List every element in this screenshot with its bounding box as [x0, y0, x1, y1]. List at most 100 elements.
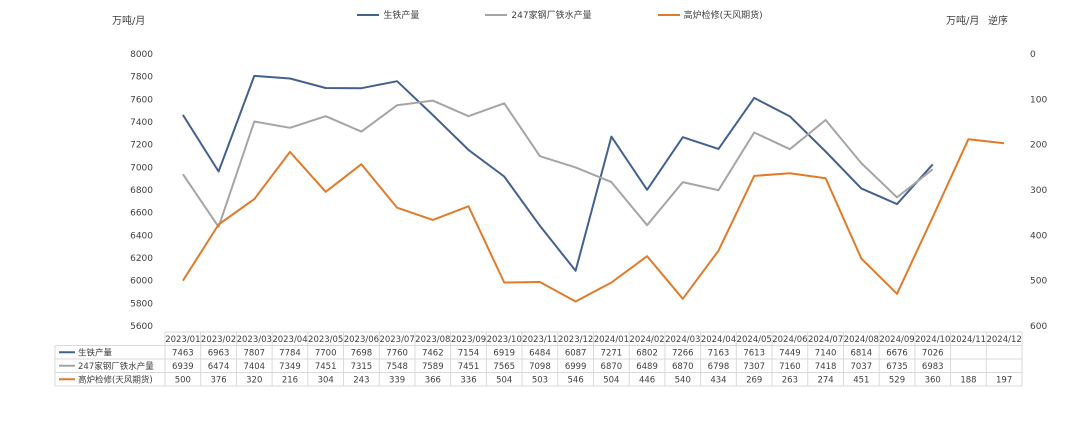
table-cell: 7449	[779, 349, 801, 359]
table-cell: 6999	[565, 362, 587, 372]
x-axis-tick-label: 2023/12	[558, 335, 593, 345]
table-cell: 546	[568, 376, 584, 386]
legend-swatch-maintenance	[657, 13, 680, 16]
table-cell: 504	[496, 376, 512, 386]
table-cell: 6919	[493, 349, 515, 359]
x-axis-tick-label: 2024/01	[594, 335, 629, 345]
left-axis-tick-label: 6000	[130, 277, 153, 287]
right-axis-note: 逆序	[988, 16, 1008, 27]
x-axis-tick-label: 2024/08	[844, 335, 879, 345]
x-axis-tick-label: 2023/07	[379, 335, 414, 345]
left-axis-tick-label: 7800	[130, 73, 153, 83]
table-cell: 7462	[422, 349, 444, 359]
left-axis-tick-label: 5600	[130, 322, 153, 332]
table-cell: 7026	[922, 349, 944, 359]
table-cell: 7307	[743, 362, 765, 372]
table-cell: 7807	[243, 349, 265, 359]
table-cell: 503	[532, 376, 548, 386]
table-cell: 6814	[850, 349, 872, 359]
table-cell: 7037	[850, 362, 872, 372]
x-axis-tick-label: 2023/05	[308, 335, 343, 345]
table-cell: 6963	[208, 349, 230, 359]
table-cell: 7163	[708, 349, 730, 359]
right-axis-tick-label: 500	[1030, 277, 1047, 287]
table-cell: 6474	[208, 362, 230, 372]
left-axis-tick-label: 6400	[130, 231, 153, 241]
left-axis-unit: 万吨/月	[112, 16, 146, 27]
series-line-1	[182, 74, 934, 272]
table-cell: 7548	[386, 362, 408, 372]
table-cell: 6798	[708, 362, 730, 372]
legend-label-hot-metal: 247家钢厂铁水产量	[511, 11, 592, 21]
table-cell: 7271	[601, 349, 623, 359]
legend-label-maintenance: 高炉检修(天风期货)	[683, 11, 763, 21]
table-cell: 188	[960, 376, 976, 386]
x-axis-tick-label: 2023/02	[201, 335, 236, 345]
right-axis-tick-label: 0	[1030, 50, 1036, 60]
table-cell: 243	[353, 376, 369, 386]
left-axis-tick-label: 8000	[130, 50, 153, 60]
left-axis-tick-label: 7000	[130, 163, 153, 173]
legend: 生铁产量 247家钢厂铁水产量 高炉检修(天风期货)	[0, 8, 1080, 21]
table-cell: 7451	[315, 362, 337, 372]
table-cell: 7098	[529, 362, 551, 372]
left-axis-tick-label: 7200	[130, 141, 153, 151]
table-cell: 6939	[172, 362, 194, 372]
table-cell: 7760	[386, 349, 408, 359]
table-cell: 274	[817, 376, 833, 386]
table-cell: 6484	[529, 349, 551, 359]
x-axis-tick-label: 2024/07	[808, 335, 843, 345]
left-axis-tick-label: 6200	[130, 254, 153, 264]
table-cell: 216	[282, 376, 298, 386]
table-cell: 7698	[351, 349, 373, 359]
table-cell: 7700	[315, 349, 337, 359]
x-axis-tick-label: 2023/10	[487, 335, 522, 345]
table-cell: 6489	[636, 362, 658, 372]
x-axis-tick-label: 2024/06	[772, 335, 807, 345]
legend-item-hot-metal: 247家钢厂铁水产量	[485, 8, 592, 21]
series-line-2	[182, 99, 934, 228]
x-axis-tick-label: 2023/08	[415, 335, 450, 345]
series-line-3	[182, 138, 1005, 303]
table-cell: 7451	[458, 362, 480, 372]
table-cell: 6735	[886, 362, 908, 372]
table-cell: 263	[782, 376, 798, 386]
table-cell: 6676	[886, 349, 908, 359]
table-cell: 6870	[672, 362, 694, 372]
x-axis-tick-label: 2024/12	[986, 335, 1021, 345]
table-cell: 339	[389, 376, 405, 386]
table-cell: 7613	[743, 349, 765, 359]
left-axis-tick-label: 5800	[130, 299, 153, 309]
table-cell: 320	[246, 376, 262, 386]
table-cell: 6983	[922, 362, 944, 372]
table-cell: 197	[996, 376, 1012, 386]
x-axis-tick-label: 2024/02	[629, 335, 664, 345]
legend-swatch-pig-iron	[357, 13, 380, 16]
x-axis-tick-label: 2023/03	[237, 335, 272, 345]
table-cell: 7266	[672, 349, 694, 359]
table-cell: 451	[853, 376, 869, 386]
table-row-header: 247家钢厂铁水产量	[78, 361, 154, 372]
table-cell: 540	[675, 376, 691, 386]
table-cell: 7404	[243, 362, 265, 372]
x-axis-tick-label: 2023/09	[451, 335, 486, 345]
right-axis-unit: 万吨/月	[946, 16, 980, 27]
x-axis-tick-label: 2023/06	[344, 335, 379, 345]
table-cell: 7140	[815, 349, 837, 359]
table-cell: 7784	[279, 349, 301, 359]
table-cell: 7565	[493, 362, 515, 372]
x-axis-tick-label: 2024/09	[879, 335, 914, 345]
table-cell: 7154	[458, 349, 480, 359]
right-axis-tick-label: 100	[1030, 95, 1047, 105]
legend-swatch-hot-metal	[485, 13, 508, 16]
table-cell: 366	[425, 376, 441, 386]
table-cell: 304	[318, 376, 334, 386]
table-cell: 504	[603, 376, 619, 386]
left-axis-tick-label: 7400	[130, 118, 153, 128]
table-cell: 360	[925, 376, 941, 386]
x-axis-tick-label: 2023/04	[272, 335, 307, 345]
legend-item-maintenance: 高炉检修(天风期货)	[657, 8, 763, 21]
left-axis-tick-label: 6800	[130, 186, 153, 196]
table-cell: 6087	[565, 349, 587, 359]
